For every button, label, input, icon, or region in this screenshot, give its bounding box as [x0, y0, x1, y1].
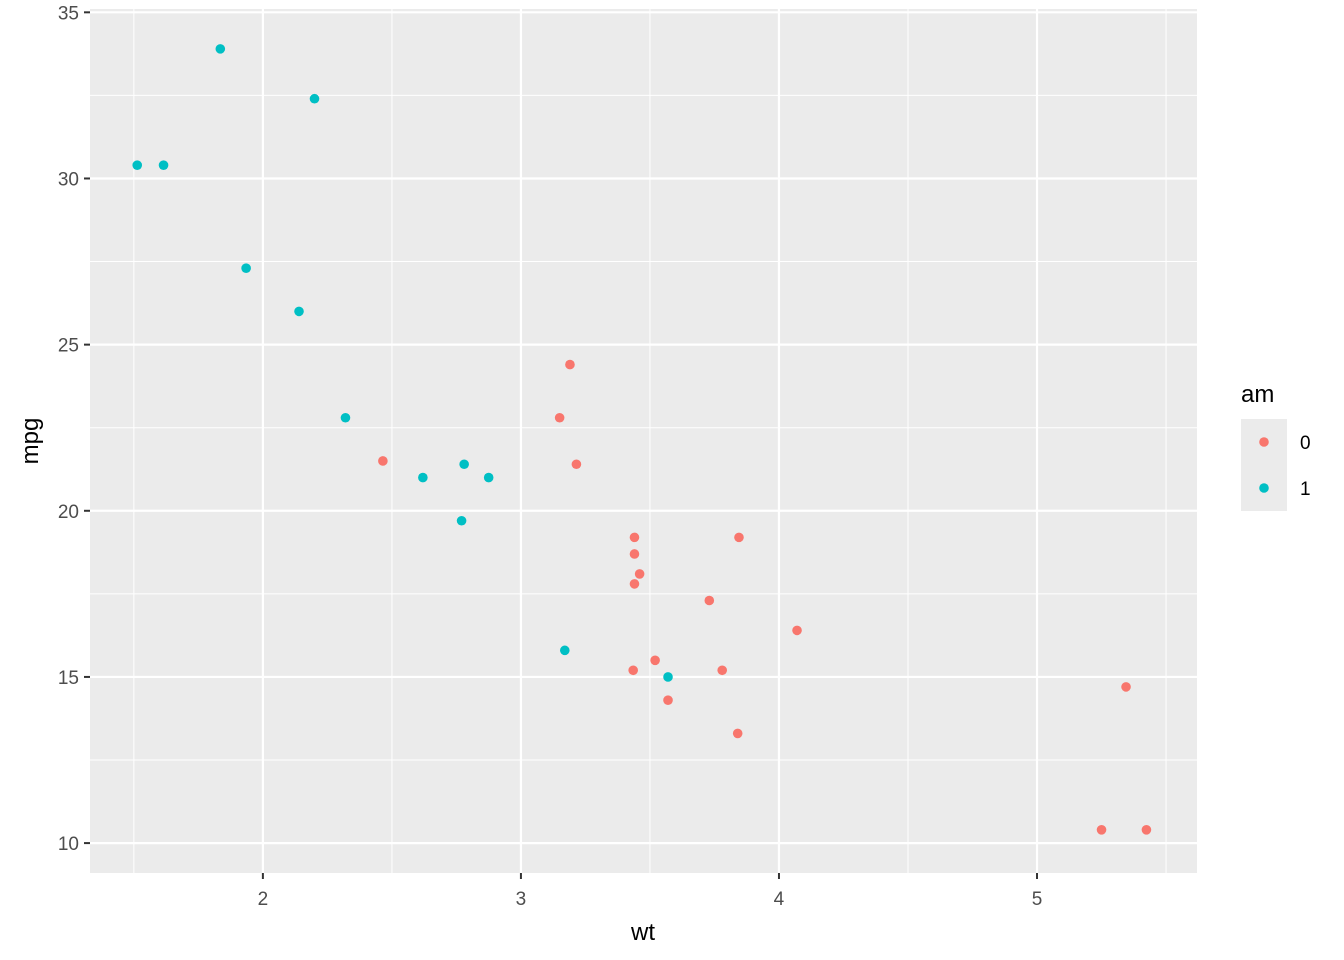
x-axis-title: wt [630, 919, 655, 946]
minor-gridlines [90, 9, 1197, 873]
y-tick-label: 10 [58, 834, 79, 855]
y-tick-label: 25 [58, 336, 79, 357]
legend-key-background [1241, 419, 1287, 511]
y-tick-label: 30 [58, 169, 79, 190]
y-tick-label: 20 [58, 502, 79, 523]
y-tick-label: 15 [58, 668, 79, 689]
legend-label-am-0: 0 [1300, 433, 1311, 454]
x-axis: 2 3 4 5 [258, 873, 1043, 910]
data-point-am-1 [294, 306, 304, 317]
data-point-am-0 [554, 412, 565, 423]
data-point-am-1 [456, 515, 467, 526]
data-point-am-0 [565, 359, 575, 370]
data-point-am-0 [634, 569, 645, 579]
data-point-am-0 [571, 459, 582, 470]
data-points [132, 44, 1152, 835]
data-point-am-0 [629, 532, 640, 543]
plot-panel [90, 9, 1197, 873]
data-point-am-0 [628, 665, 638, 676]
legend-key-am-0 [1259, 437, 1269, 447]
data-point-am-0 [663, 695, 673, 705]
x-tick-label: 4 [774, 889, 785, 910]
data-point-am-1 [663, 672, 673, 682]
data-point-am-1 [559, 645, 570, 656]
data-point-am-0 [734, 532, 744, 543]
data-point-am-0 [629, 549, 640, 559]
data-point-am-0 [717, 665, 728, 676]
y-tick-label: 35 [58, 3, 79, 24]
data-point-am-0 [650, 655, 660, 666]
data-point-am-1 [483, 472, 494, 483]
data-point-am-1 [215, 44, 226, 54]
data-point-am-0 [792, 625, 802, 636]
data-point-am-1 [132, 160, 143, 170]
x-tick-label: 3 [516, 889, 527, 910]
data-point-am-1 [459, 459, 469, 470]
major-gridlines [90, 9, 1197, 873]
legend-key-am-1 [1259, 483, 1269, 493]
data-point-am-0 [1121, 682, 1131, 692]
data-point-am-1 [241, 263, 251, 274]
data-point-am-1 [158, 160, 169, 170]
x-tick-label: 5 [1032, 889, 1043, 910]
legend: am 0 1 [1241, 381, 1311, 511]
data-point-am-0 [629, 579, 640, 589]
data-point-am-1 [340, 412, 351, 423]
y-axis-title: mpg [17, 418, 44, 465]
data-point-am-1 [418, 472, 428, 483]
data-point-am-0 [378, 456, 388, 466]
data-point-am-1 [309, 93, 320, 104]
legend-title: am [1241, 381, 1274, 408]
data-point-am-0 [1141, 825, 1152, 835]
data-point-am-0 [704, 595, 715, 606]
data-point-am-0 [732, 728, 743, 739]
legend-label-am-1: 1 [1300, 479, 1311, 500]
data-point-am-0 [1096, 825, 1107, 835]
y-axis: 10 15 20 25 30 35 [58, 3, 90, 855]
x-tick-label: 2 [258, 889, 269, 910]
